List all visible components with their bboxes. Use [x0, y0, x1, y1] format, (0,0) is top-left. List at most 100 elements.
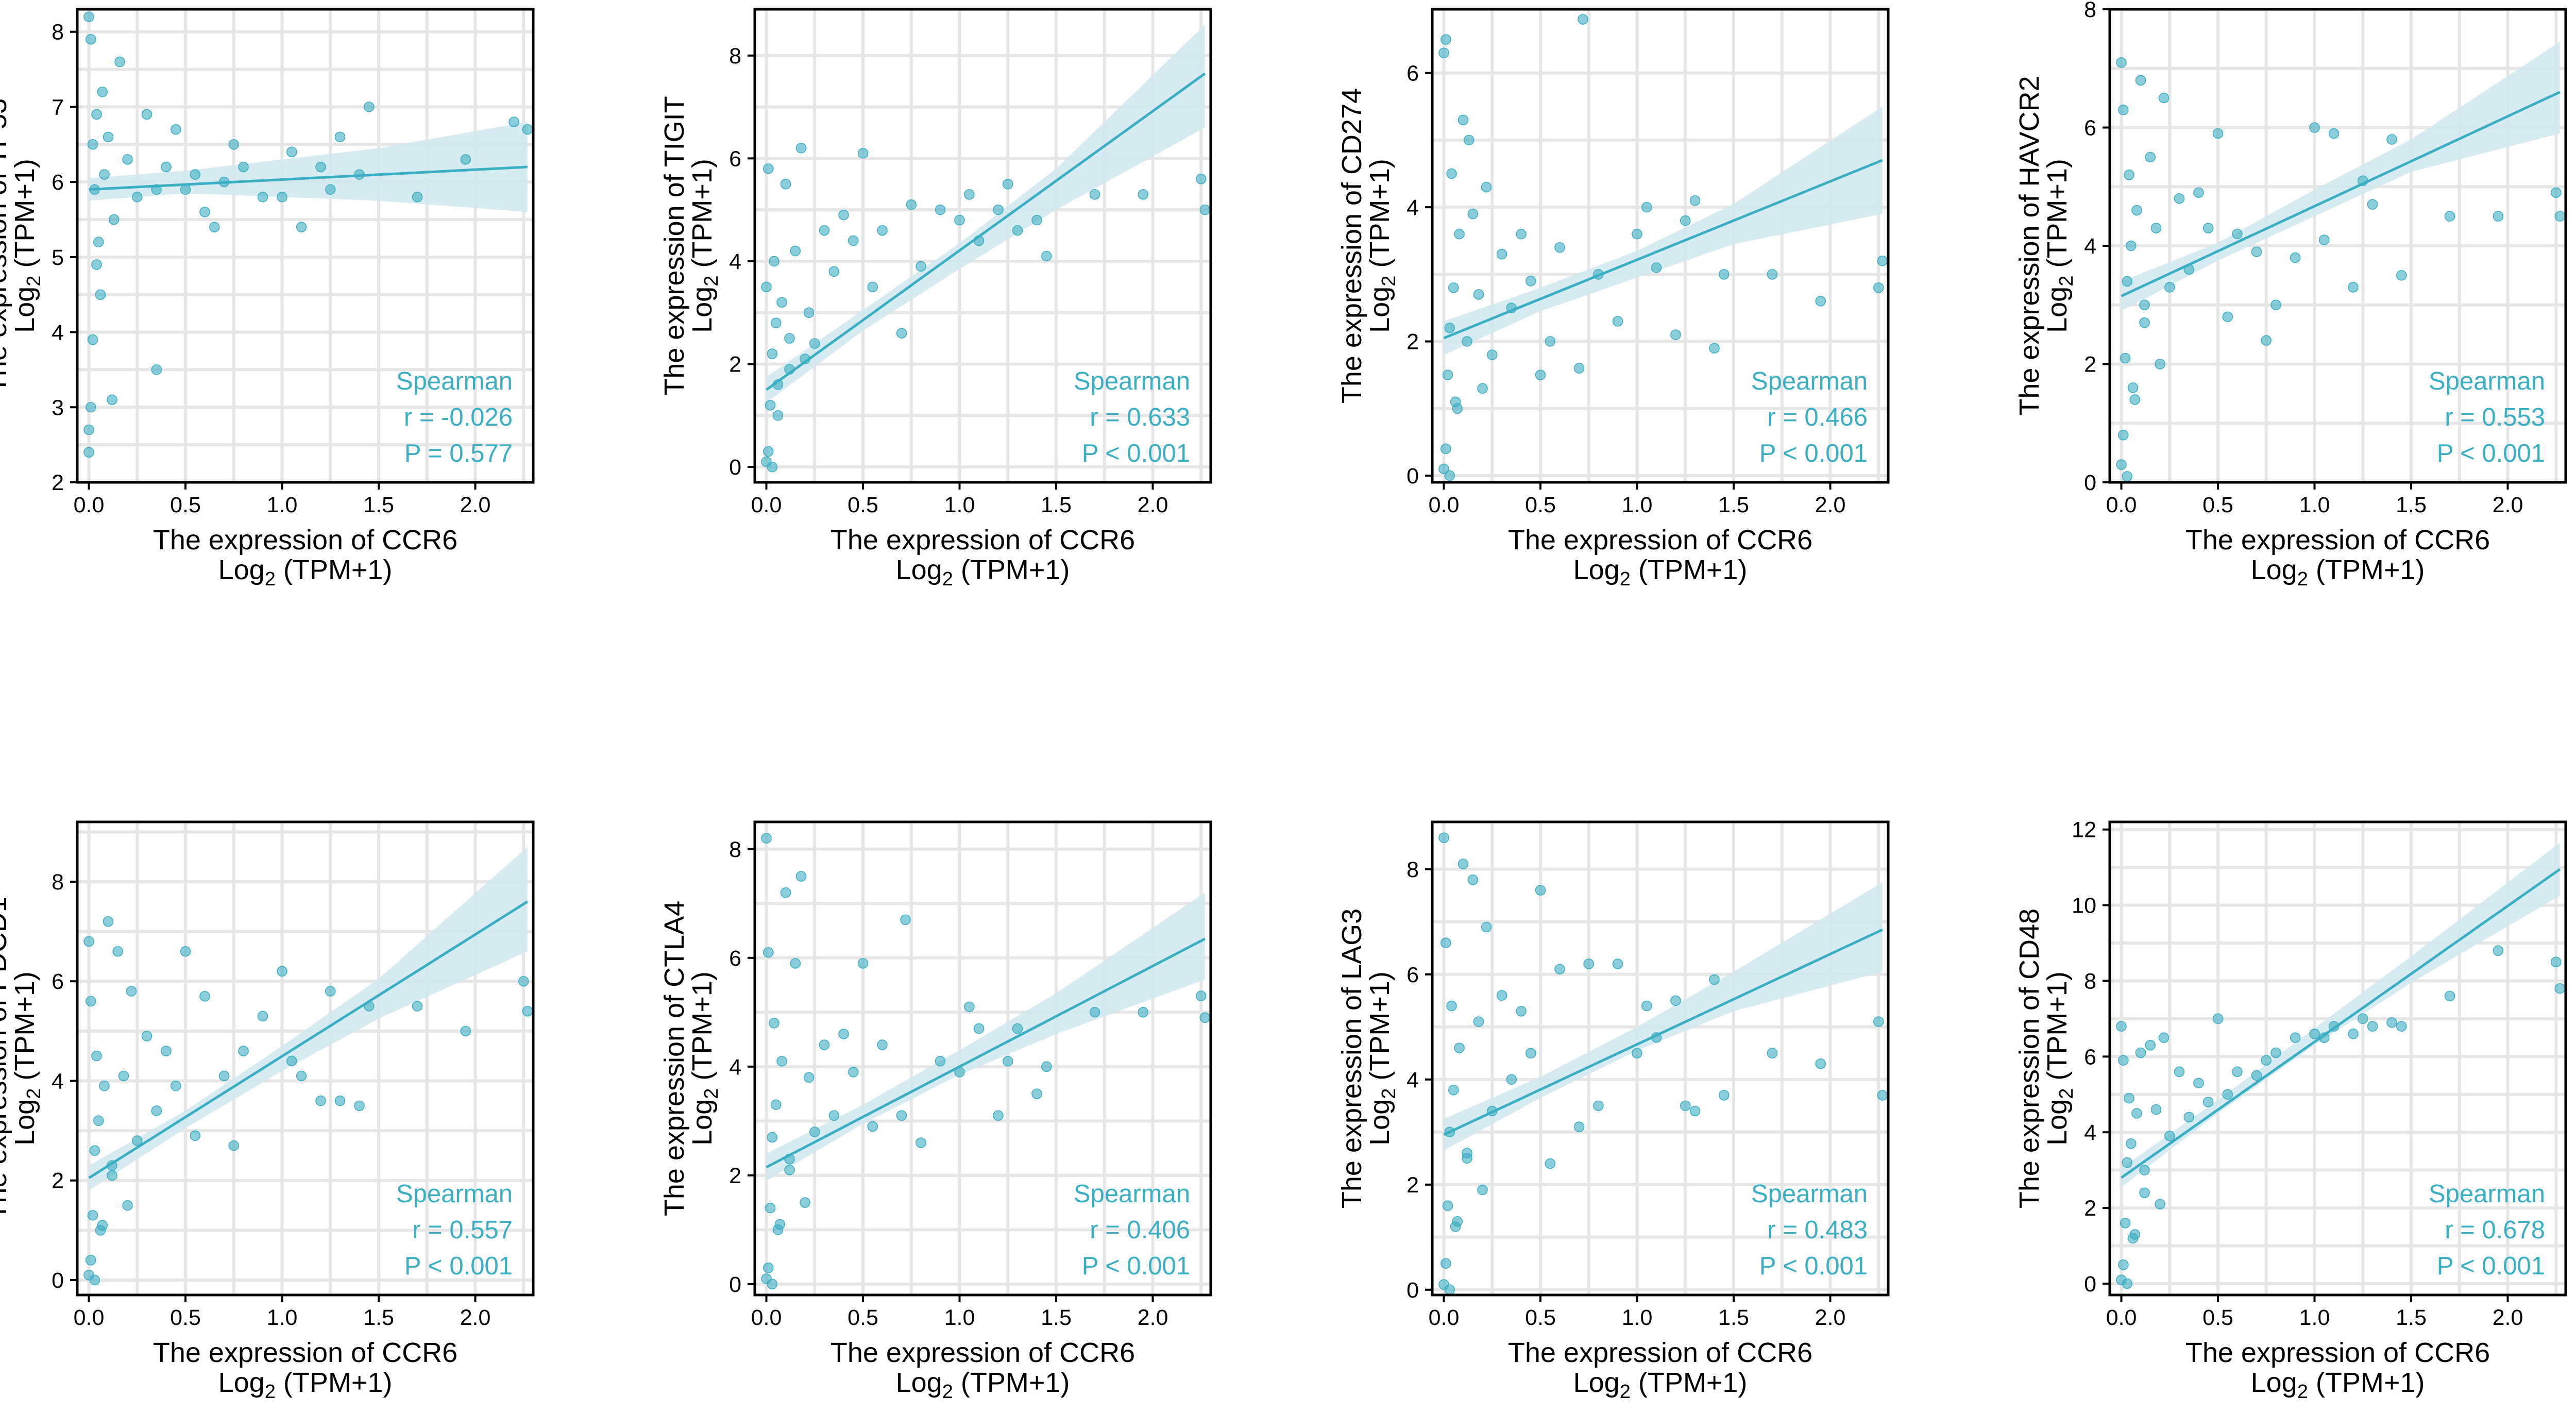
- data-point: [935, 1056, 946, 1067]
- data-point: [2367, 199, 2378, 210]
- y-tick-label: 6: [729, 946, 741, 971]
- data-point: [2135, 75, 2146, 86]
- data-point: [238, 161, 249, 173]
- data-point: [218, 1070, 230, 1082]
- x-tick-label: 1.0: [1622, 1305, 1653, 1330]
- x-tick-label: 2.0: [460, 493, 491, 517]
- data-point: [1012, 225, 1023, 236]
- stat-method: Spearman: [2429, 1180, 2545, 1208]
- data-point: [1442, 369, 1453, 380]
- data-point: [767, 348, 777, 359]
- y-tick-label: 8: [2084, 969, 2096, 994]
- data-point: [790, 245, 801, 257]
- data-point: [190, 1130, 200, 1141]
- data-point: [2251, 1070, 2262, 1081]
- stat-p-value: P < 0.001: [1082, 1252, 1190, 1280]
- data-point: [1767, 269, 1778, 280]
- data-point: [107, 1170, 117, 1181]
- data-point: [877, 225, 888, 236]
- data-point: [2118, 104, 2129, 115]
- data-point: [1680, 1100, 1691, 1112]
- data-point: [109, 214, 120, 225]
- data-point: [1612, 316, 1623, 327]
- y-tick-label: 4: [1406, 195, 1419, 220]
- data-point: [935, 204, 946, 215]
- data-point: [809, 338, 820, 349]
- data-point: [763, 163, 774, 174]
- data-point: [1709, 343, 1720, 354]
- chart-panel-1: 0.0 0.5 1.0 1.5 2.0 2 3 4 5 6 7 8 The expression of …: [0, 8, 535, 590]
- chart-panel-3: 0.0 0.5 1.0 1.5 2.0 0 2 4 6 The expression of CCR…: [1336, 8, 1890, 590]
- data-point: [107, 394, 117, 405]
- data-point: [1535, 369, 1546, 380]
- data-point: [114, 56, 125, 68]
- data-point: [91, 259, 102, 270]
- data-point: [784, 333, 795, 344]
- data-point: [848, 235, 859, 246]
- data-point: [141, 1031, 152, 1041]
- data-point: [1578, 14, 1588, 25]
- data-point: [87, 139, 98, 150]
- stat-r-value: r = 0.406: [1090, 1216, 1190, 1244]
- x-tick-label: 1.0: [267, 1305, 298, 1330]
- data-point: [522, 1005, 533, 1017]
- data-point: [2193, 187, 2204, 198]
- data-point: [2444, 211, 2455, 222]
- stat-r-value: r = -0.026: [404, 403, 513, 431]
- data-point: [1651, 262, 1662, 273]
- data-point: [803, 1072, 815, 1083]
- data-point: [1438, 47, 1449, 58]
- data-point: [769, 1018, 779, 1029]
- data-point: [2222, 311, 2233, 322]
- data-point: [99, 1080, 110, 1091]
- y-tick-label: 6: [52, 170, 64, 195]
- data-point: [2135, 1047, 2146, 1058]
- data-point: [97, 1220, 108, 1231]
- data-point: [171, 1080, 181, 1091]
- y-tick-label: 8: [729, 44, 741, 69]
- stat-method: Spearman: [2429, 367, 2545, 395]
- data-point: [767, 1132, 777, 1143]
- plot-frame: [753, 8, 1212, 484]
- x-axis-title: The expression of CCR6: [2185, 525, 2490, 556]
- stats-annotation: Spearman r = 0.466 P < 0.001: [1751, 367, 1868, 467]
- x-axis-unit: Log2 (TPM+1): [2251, 1367, 2425, 1403]
- data-point: [2120, 352, 2131, 364]
- x-axis-title: The expression of CCR6: [1508, 1337, 1812, 1368]
- data-point: [1516, 1005, 1527, 1017]
- stat-p-value: P < 0.001: [404, 1252, 513, 1280]
- y-tick-label: 2: [52, 1169, 64, 1193]
- data-point: [1003, 179, 1013, 190]
- regression-line: [766, 937, 1206, 1169]
- stats-annotation: Spearman r = 0.678 P < 0.001: [2429, 1180, 2545, 1280]
- data-point: [334, 131, 346, 142]
- data-point: [2118, 1055, 2129, 1066]
- data-point: [1199, 1012, 1210, 1023]
- data-point: [1670, 329, 1681, 340]
- x-tick-label: 1.5: [1041, 1305, 1072, 1330]
- stat-method: Spearman: [1751, 367, 1868, 395]
- x-tick-label: 0.0: [1429, 493, 1460, 517]
- data-point: [2328, 128, 2340, 139]
- y-tick-label: 8: [52, 20, 64, 45]
- y-axis-title: The expression of PDCD1: [0, 897, 12, 1220]
- data-point: [1089, 189, 1100, 200]
- data-point: [2164, 282, 2175, 293]
- data-point: [1481, 181, 1492, 193]
- scatter-points: [761, 143, 1210, 473]
- data-point: [790, 958, 801, 969]
- data-point: [2386, 134, 2397, 145]
- data-point: [1467, 208, 1478, 220]
- data-point: [354, 1100, 365, 1112]
- chart-panel-8: 0.0 0.5 1.0 1.5 2.0 0 2 4 6 8 10 12 The expression o…: [2014, 818, 2567, 1403]
- data-point: [1440, 443, 1451, 455]
- scatter-points: [83, 916, 533, 1286]
- data-point: [286, 1055, 297, 1067]
- stat-p-value: P < 0.001: [2437, 440, 2545, 467]
- data-point: [1444, 323, 1455, 333]
- x-tick-label: 1.0: [2299, 493, 2330, 517]
- x-tick-label: 2.0: [1815, 1305, 1846, 1330]
- data-point: [97, 87, 108, 97]
- y-tick-label: 2: [729, 1164, 741, 1188]
- data-point: [2174, 193, 2185, 204]
